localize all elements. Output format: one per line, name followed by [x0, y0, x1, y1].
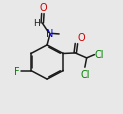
Text: F: F: [15, 66, 20, 76]
Text: N: N: [46, 29, 54, 39]
Text: O: O: [39, 3, 47, 13]
Text: O: O: [77, 33, 85, 43]
Text: H: H: [33, 19, 40, 28]
Text: Cl: Cl: [95, 50, 104, 60]
Text: Cl: Cl: [80, 69, 90, 79]
